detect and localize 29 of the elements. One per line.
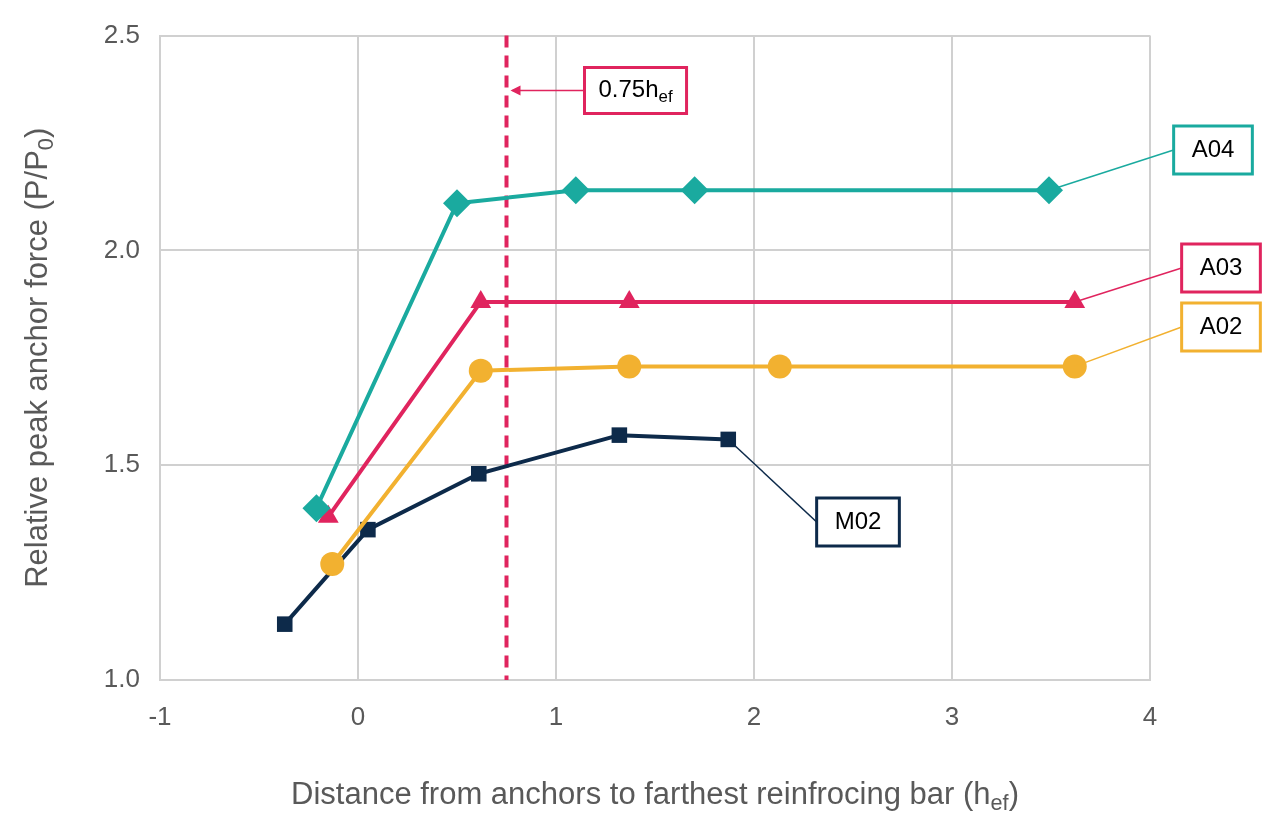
- point: [1062, 354, 1087, 379]
- point: [443, 189, 471, 218]
- x-tick-label: 1: [548, 700, 564, 731]
- y-tick-label: 2.5: [103, 18, 140, 49]
- point: [302, 494, 331, 523]
- text: A02: [1199, 311, 1243, 339]
- x-tick-label: 0: [350, 700, 366, 731]
- x-tick-label: -1: [148, 700, 172, 731]
- x-tick-label: 2: [746, 700, 762, 731]
- point: [720, 431, 737, 448]
- point: [471, 466, 487, 482]
- point: [617, 354, 642, 379]
- point: [561, 176, 590, 205]
- point: [1035, 176, 1064, 205]
- x-tick-label: 3: [944, 700, 960, 731]
- text: A04: [1191, 134, 1235, 162]
- point: [680, 176, 709, 205]
- point: [320, 552, 345, 577]
- point: [767, 354, 792, 379]
- text: A03: [1199, 252, 1243, 280]
- y-tick-label: 1.0: [103, 663, 140, 694]
- point: [468, 358, 493, 383]
- y-tick-label: 2.0: [103, 233, 140, 264]
- point: [611, 427, 628, 443]
- x-tick-label: 4: [1142, 700, 1158, 731]
- text: M02: [834, 506, 882, 534]
- y-axis-title: Relative peak anchor force (P/P0): [18, 127, 59, 588]
- point: [276, 616, 293, 632]
- y-tick-label: 1.5: [103, 448, 140, 479]
